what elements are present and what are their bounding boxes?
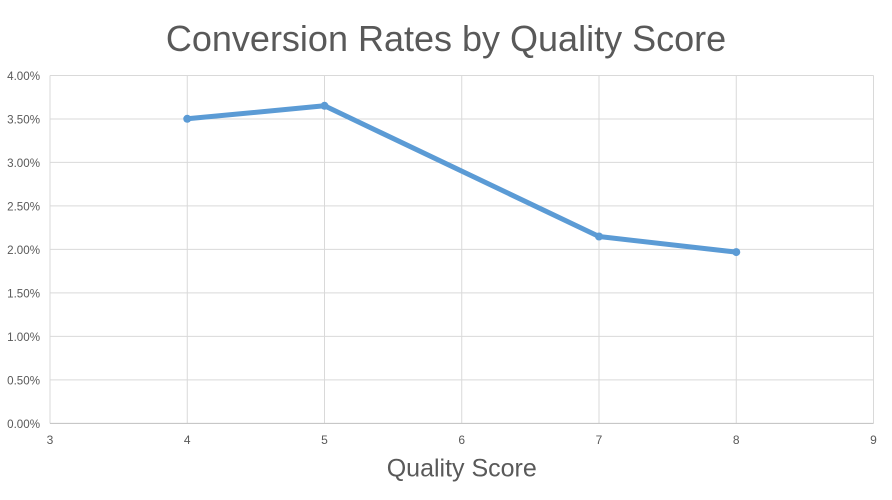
svg-text:8: 8	[733, 433, 740, 447]
svg-text:4: 4	[184, 433, 191, 447]
svg-text:Quality Score: Quality Score	[387, 455, 537, 483]
svg-text:7: 7	[596, 433, 603, 447]
svg-text:2.50%: 2.50%	[7, 201, 40, 214]
svg-text:1.50%: 1.50%	[7, 288, 40, 301]
svg-text:4.00%: 4.00%	[7, 70, 40, 83]
svg-text:6: 6	[458, 433, 465, 447]
svg-text:3: 3	[47, 433, 54, 447]
svg-text:Conversion Rates by Quality Sc: Conversion Rates by Quality Score	[166, 18, 726, 59]
svg-text:1.00%: 1.00%	[7, 331, 40, 344]
svg-text:3.00%: 3.00%	[7, 157, 40, 170]
svg-text:5: 5	[321, 433, 328, 447]
svg-text:9: 9	[870, 433, 877, 447]
svg-text:0.00%: 0.00%	[7, 418, 40, 431]
svg-text:2.00%: 2.00%	[7, 244, 40, 257]
svg-text:3.50%: 3.50%	[7, 114, 40, 127]
svg-text:0.50%: 0.50%	[7, 375, 40, 388]
